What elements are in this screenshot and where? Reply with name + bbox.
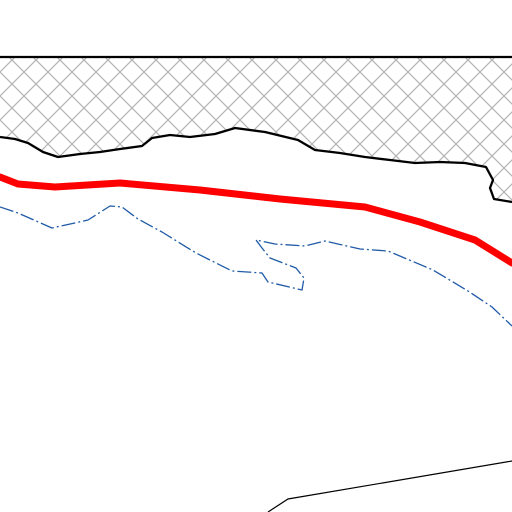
highlighted-route bbox=[0, 173, 512, 267]
dash-dot-boundary bbox=[0, 205, 512, 327]
solid-boundary-line bbox=[0, 126, 512, 204]
hatched-area bbox=[0, 57, 512, 202]
thin-road-line bbox=[267, 460, 512, 512]
